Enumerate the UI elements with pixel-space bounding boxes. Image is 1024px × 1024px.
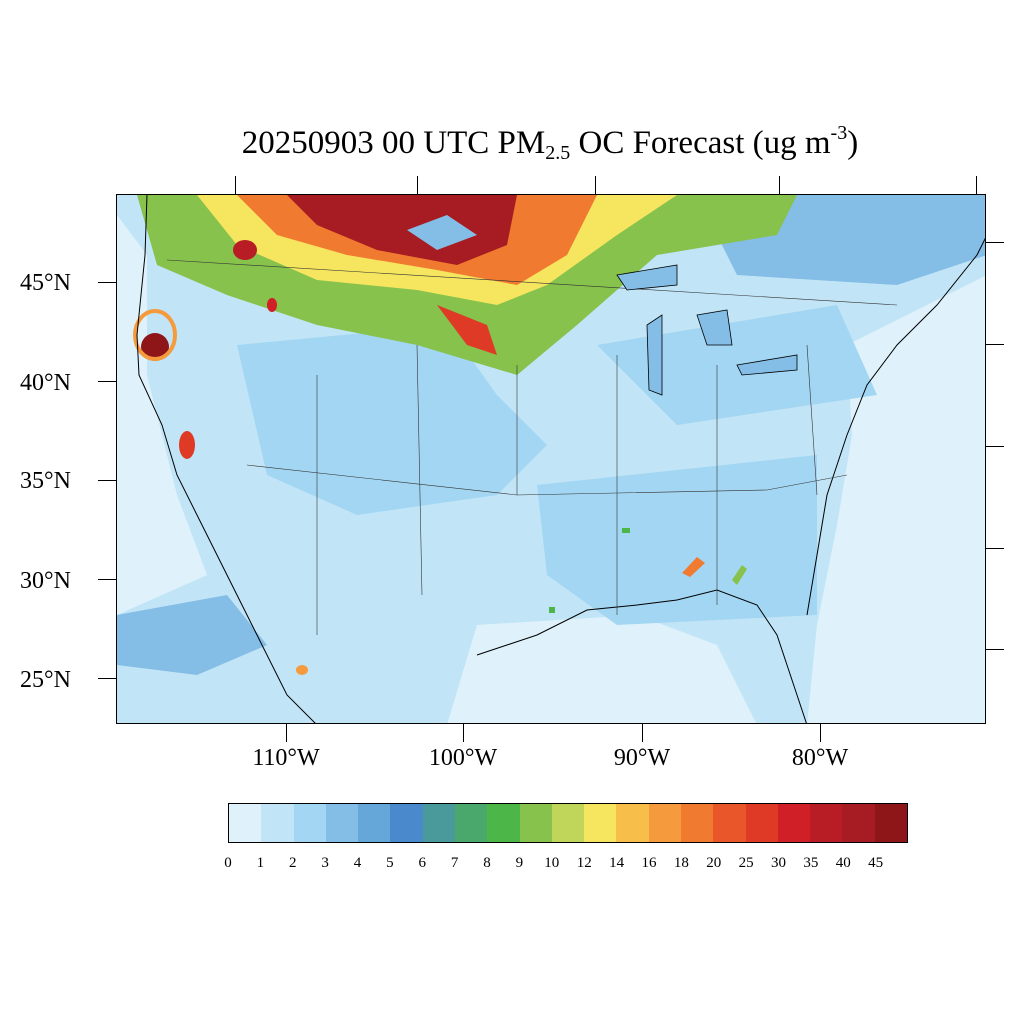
right-tick	[986, 242, 1004, 243]
colorbar-cell	[777, 804, 811, 842]
colorbar-label: 7	[450, 855, 459, 871]
lon-label-80w: 80°W	[791, 745, 849, 771]
colorbar-cell	[810, 804, 843, 842]
colorbar-cell	[648, 804, 681, 842]
map-title: 20250903 00 UTC PM2.5 OC Forecast (ug m-…	[241, 122, 859, 164]
colorbar-cell	[261, 804, 294, 842]
lon-tick	[642, 724, 643, 742]
smoke-core-dark-red	[287, 195, 517, 265]
lat-label-25n: 25°N	[20, 667, 71, 693]
colorbar-cell	[390, 804, 423, 842]
top-tick	[595, 176, 596, 194]
colorbar-label: 18	[673, 855, 689, 871]
colorbar-label: 8	[483, 855, 491, 871]
colorbar-label: 35	[803, 855, 819, 871]
colorbar-cell	[616, 804, 649, 842]
colorbar-cell	[551, 804, 585, 842]
lon-tick	[463, 724, 464, 742]
right-tick	[986, 649, 1004, 650]
lon-label-90w: 90°W	[613, 745, 671, 771]
great-lakes	[616, 264, 798, 396]
southeast-field	[537, 455, 817, 625]
colorbar-cell	[874, 804, 907, 842]
lon-label-110w: 110°W	[252, 745, 320, 771]
colorbar-cell	[422, 804, 455, 842]
colorbar-label: 10	[544, 855, 560, 871]
fire-hotspot-georgia	[732, 565, 747, 585]
colorbar-cell	[745, 804, 778, 842]
colorbar-cell	[680, 804, 714, 842]
clean-pocket	[407, 215, 477, 250]
top-tick	[235, 176, 236, 194]
lat-label-40n: 40°N	[20, 370, 71, 396]
colorbar-label: 1	[256, 855, 265, 871]
fire-hotspot-mississippi	[622, 528, 630, 533]
fire-halo-oregon	[133, 309, 177, 361]
colorbar-cell	[584, 804, 617, 842]
lat-tick	[98, 381, 116, 382]
colorbar-label: 20	[706, 855, 722, 871]
lon-tick	[286, 724, 287, 742]
fire-hotspot-mexico	[296, 665, 308, 675]
forecast-map	[116, 194, 986, 724]
fire-hotspot-oregon	[141, 333, 169, 361]
colorbar-label: 16	[641, 855, 657, 871]
rockies-field	[237, 325, 547, 515]
lon-tick	[820, 724, 821, 742]
lat-tick	[98, 480, 116, 481]
colorbar-label: 0	[224, 855, 232, 871]
colorbar-cell	[713, 804, 746, 842]
colorbar-cell	[358, 804, 391, 842]
colorbar-label: 6	[418, 855, 427, 871]
top-tick	[779, 176, 780, 194]
right-tick	[986, 446, 1004, 447]
colorbar-cell	[293, 804, 326, 842]
colorbar-cell	[229, 804, 262, 842]
top-tick	[417, 176, 418, 194]
fire-hotspot-alabama	[682, 557, 705, 577]
lat-label-30n: 30°N	[20, 568, 71, 594]
colorbar-label: 14	[609, 855, 625, 871]
fire-hotspot-montana	[267, 298, 277, 312]
state-borders	[166, 259, 898, 635]
coastline	[136, 195, 985, 723]
colorbar-label: 3	[321, 855, 329, 871]
colorbar	[228, 803, 908, 843]
colorbar-label: 30	[770, 855, 786, 871]
colorbar-label: 5	[386, 855, 394, 871]
map-canvas	[117, 195, 985, 723]
lat-tick	[98, 282, 116, 283]
right-tick	[986, 344, 1004, 345]
lat-label-35n: 35°N	[20, 468, 71, 494]
colorbar-cell	[519, 804, 552, 842]
colorbar-label: 25	[738, 855, 754, 871]
colorbar-cell	[487, 804, 520, 842]
lat-tick	[98, 678, 116, 679]
colorbar-label: 2	[289, 855, 297, 871]
colorbar-label: 40	[835, 855, 851, 871]
fire-hotspot-california	[179, 431, 195, 459]
top-tick	[976, 176, 977, 194]
mexico-west-field	[117, 595, 267, 675]
colorbar-cell	[842, 804, 875, 842]
colorbar-label: 45	[868, 855, 884, 871]
lat-tick	[98, 579, 116, 580]
colorbar-cell	[325, 804, 359, 842]
colorbar-label: 4	[353, 855, 362, 871]
fire-hotspot-idaho	[233, 240, 257, 260]
fire-hotspot-texas	[549, 607, 555, 613]
colorbar-label: 9	[515, 855, 524, 871]
plume-arm-red	[437, 305, 497, 355]
lat-label-45n: 45°N	[20, 270, 71, 296]
right-tick	[986, 548, 1004, 549]
colorbar-label: 12	[576, 855, 592, 871]
gulf-of-mexico	[447, 615, 756, 723]
colorbar-cell	[454, 804, 488, 842]
lon-label-100w: 100°W	[428, 745, 498, 771]
